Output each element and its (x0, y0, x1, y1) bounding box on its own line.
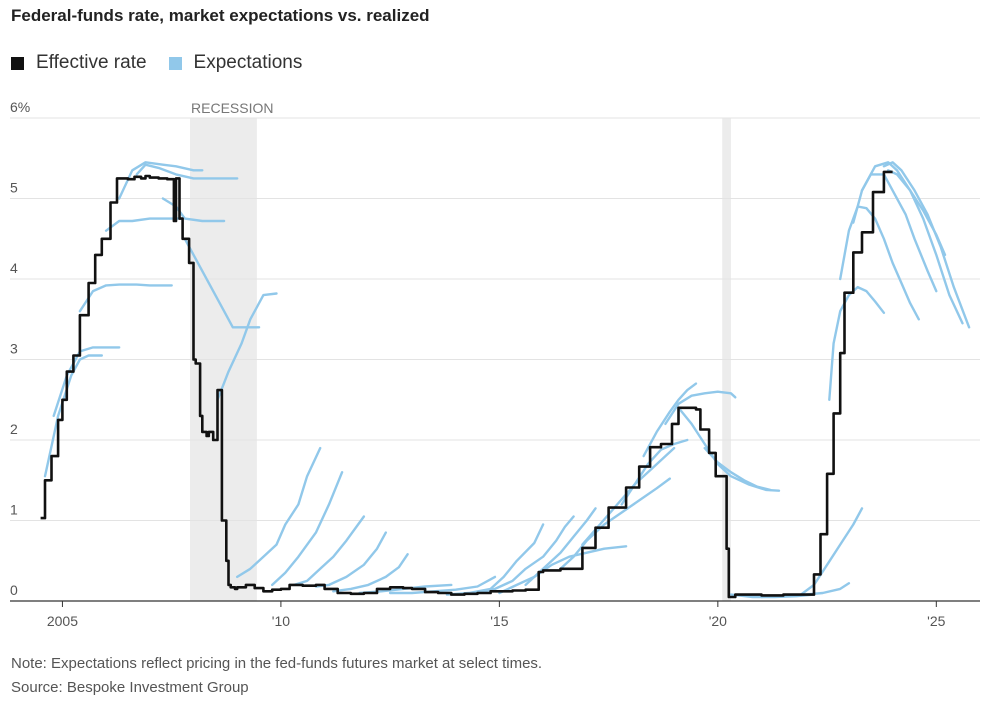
expectations-line (314, 531, 387, 588)
recession-layer: RECESSION (190, 100, 731, 601)
expectations-line (799, 507, 864, 596)
expectations-line (52, 346, 121, 418)
expectations-layer (43, 161, 971, 599)
expectations-line (292, 515, 366, 587)
expectations-line (887, 169, 947, 257)
legend-item-expectations: Expectations (168, 52, 303, 74)
chart-title: Federal-funds rate, market expectations … (11, 6, 430, 25)
grid-layer (10, 117, 980, 521)
footnote: Note: Expectations reflect pricing in th… (11, 652, 542, 700)
expectations-line (332, 553, 409, 593)
x-tick-label: 2005 (47, 613, 78, 629)
expectations-line (216, 292, 278, 401)
legend-label-expectations: Expectations (193, 52, 303, 73)
legend-swatch-expectations (168, 56, 182, 70)
chart-svg: RECESSION 0 1 2 3 4 5 6% 2005 '10 '15 '20 '25 (10, 99, 980, 629)
source-text: Source: Bespoke Investment Group (11, 679, 249, 696)
x-tick-label: '15 (490, 613, 508, 629)
legend-item-effective: Effective rate (11, 52, 147, 74)
expectations-line (498, 545, 628, 595)
y-tick-label: 1 (10, 502, 18, 518)
legend: Effective rate Expectations (11, 52, 324, 74)
expectations-line (839, 205, 920, 321)
expectations-line (135, 163, 239, 180)
expectations-line (828, 285, 886, 401)
expectations-line (476, 515, 575, 595)
expectations-line (445, 523, 545, 596)
expectations-line (642, 382, 698, 458)
expectations-line (118, 161, 204, 200)
legend-swatch-effective (11, 56, 24, 70)
expectations-line (104, 217, 182, 232)
note-text: Note: Expectations reflect pricing in th… (11, 655, 543, 672)
recession-label: RECESSION (191, 100, 273, 116)
expectations-line (559, 477, 671, 570)
y-tick-label: 2 (10, 421, 18, 437)
effective-rate-line (40, 170, 893, 599)
legend-label-effective: Effective rate (36, 52, 147, 73)
y-tick-label: 6% (10, 99, 30, 115)
expectations-line (183, 237, 261, 329)
expectations-line (271, 471, 344, 587)
y-tick-label: 4 (10, 260, 18, 276)
expectations-line (161, 197, 226, 223)
x-tick-label: '10 (272, 613, 290, 629)
x-tick-label: '25 (927, 613, 945, 629)
expectations-line (882, 161, 971, 329)
y-tick-label: 3 (10, 341, 18, 357)
expectations-line (388, 575, 497, 595)
expectations-line (620, 438, 689, 506)
effective-layer (40, 170, 893, 599)
x-tick-label: '20 (709, 613, 727, 629)
expectations-line (78, 283, 173, 313)
y-tick-label: 0 (10, 582, 18, 598)
expectations-line (236, 446, 322, 579)
y-tick-label: 5 (10, 180, 18, 196)
expectations-line (664, 390, 737, 426)
axis-layer: 0 1 2 3 4 5 6% 2005 '10 '15 '20 '25 (10, 99, 980, 629)
expectations-line (43, 354, 103, 478)
